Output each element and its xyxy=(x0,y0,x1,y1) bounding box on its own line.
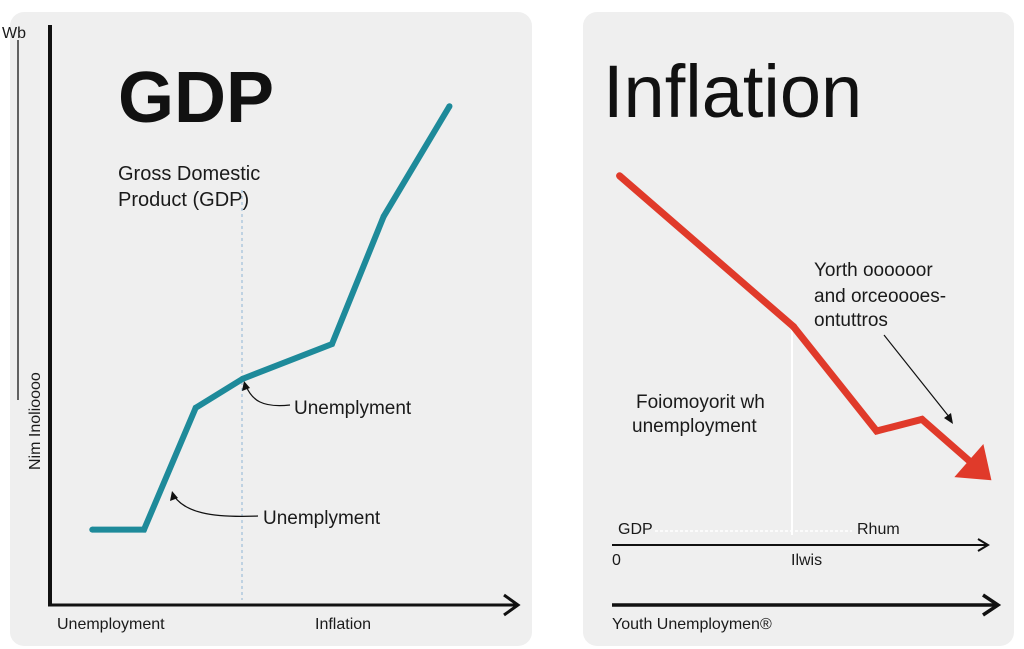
data-point xyxy=(873,427,881,435)
zero-tick: 0 xyxy=(612,552,621,569)
data-point xyxy=(380,213,387,220)
data-point xyxy=(192,404,199,411)
pointer-arrow-icon xyxy=(944,413,953,424)
data-point xyxy=(239,375,246,382)
annotation-1: Unemplyment xyxy=(294,398,412,419)
gdp-axis-label: GDP xyxy=(618,521,653,538)
gdp-panel xyxy=(10,12,532,646)
y-top-label: Wb xyxy=(2,25,26,42)
x-axis-arrow-icon xyxy=(977,538,990,552)
x-axis-arrow-icon xyxy=(503,593,521,617)
annotation-pointer xyxy=(883,334,951,419)
y-axis-label: Nim Inolioooo xyxy=(27,372,44,470)
data-point xyxy=(918,415,926,423)
data-point xyxy=(329,341,335,347)
data-point xyxy=(616,172,624,180)
gdp-subtitle-2: Product (GDP) xyxy=(118,189,249,211)
data-point xyxy=(446,103,453,110)
pointer-arrow-icon xyxy=(242,381,250,391)
annotation-top-3: ontuttros xyxy=(814,310,888,331)
right-axis-label: Rhum xyxy=(857,521,900,538)
annotation-left-1: Foiomoyorit wh xyxy=(636,392,765,413)
annotation-left-2: unemployment xyxy=(632,416,757,437)
mid-tick: Ilwis xyxy=(791,552,822,569)
annotation-top-1: Yorth oooooor xyxy=(814,260,933,281)
inflation-series xyxy=(616,172,992,481)
data-point xyxy=(141,526,147,533)
annotation-pointer xyxy=(245,385,291,407)
data-point xyxy=(789,323,797,331)
x-label-right: Inflation xyxy=(315,616,371,633)
gdp-series xyxy=(89,103,453,533)
annotation-pointer xyxy=(173,495,259,517)
inflation-title: Inflation xyxy=(603,50,862,133)
series-arrowhead-icon xyxy=(954,443,992,481)
annotation-2: Unemplyment xyxy=(263,508,381,529)
annotation-top-2: and orceoooes- xyxy=(814,286,946,307)
pointer-arrow-icon xyxy=(170,491,178,501)
x-label-left: Unemployment xyxy=(57,616,165,633)
data-point xyxy=(89,526,96,533)
x-axis-label: Youth Unemploymen® xyxy=(612,616,772,633)
gdp-subtitle-1: Gross Domestic xyxy=(118,163,260,185)
gdp-title: GDP xyxy=(118,58,274,138)
bottom-axis-arrow-icon xyxy=(982,593,1002,617)
